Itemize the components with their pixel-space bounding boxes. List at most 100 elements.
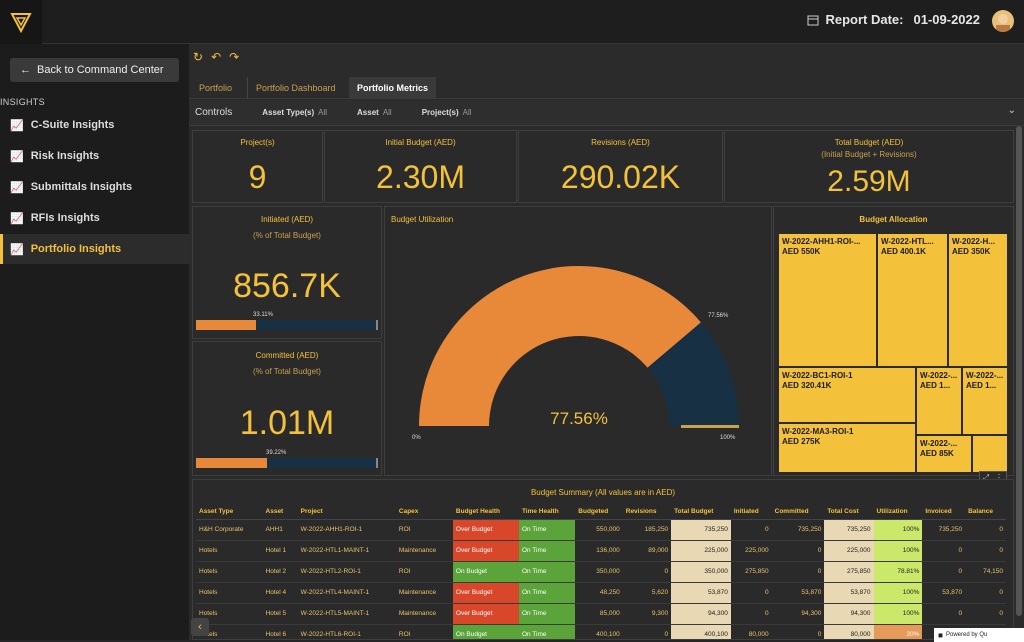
table-cell: W-2022-AHH1-ROI-1 bbox=[297, 519, 396, 541]
table-row[interactable]: H&H Corporate AHH1 W-2022-AHH1-ROI-1 ROI Ove… bbox=[196, 519, 1006, 541]
chevron-down-icon[interactable]: ⌄ bbox=[1007, 105, 1016, 116]
chart-icon: 📈 bbox=[10, 119, 24, 132]
table-cell: 0 bbox=[922, 603, 966, 625]
tab-portfolio[interactable]: Portfolio bbox=[199, 83, 233, 93]
column-header[interactable]: Invoiced bbox=[922, 505, 966, 520]
table-cell: 400,100 bbox=[575, 624, 623, 639]
table-cell: Hotels bbox=[196, 582, 263, 604]
treemap-tile[interactable]: W-2022-... AED 1... bbox=[916, 367, 962, 435]
filter-projects[interactable]: Project(s) All bbox=[422, 108, 472, 117]
treemap-tile[interactable]: W-2022-... AED 1... bbox=[962, 367, 1008, 435]
chevron-left-icon[interactable]: ‹ bbox=[191, 618, 209, 636]
table-cell: 225,000 bbox=[671, 540, 731, 562]
app-logo[interactable] bbox=[0, 0, 42, 44]
treemap-tile[interactable]: W-2022-MA3-ROI-1 AED 275K bbox=[778, 423, 916, 473]
filter-asset-type[interactable]: Asset Type(s) All bbox=[262, 108, 327, 117]
scrollbar[interactable] bbox=[1016, 126, 1022, 616]
avatar[interactable] bbox=[992, 10, 1014, 32]
table-cell: On Time bbox=[518, 540, 576, 562]
column-header[interactable]: Asset bbox=[262, 505, 298, 520]
table-cell: 275,850 bbox=[730, 561, 772, 583]
table-cell: 350,000 bbox=[575, 561, 623, 583]
more-options-icon[interactable]: ⋮ bbox=[995, 473, 1003, 482]
table-cell: 100% bbox=[873, 603, 923, 625]
kpi-title: Committed (AED) bbox=[255, 351, 319, 360]
table-cell: On Budget bbox=[452, 561, 519, 583]
table-cell: 89,000 bbox=[622, 540, 672, 562]
expand-icon[interactable]: ⤢ bbox=[982, 473, 989, 482]
table-cell: 100% bbox=[873, 540, 923, 562]
filter-asset[interactable]: Asset All bbox=[357, 108, 392, 117]
sidebar-item-submittals[interactable]: 📈 Submittals Insights bbox=[0, 172, 189, 202]
undo-icon[interactable]: ↶ bbox=[211, 50, 222, 64]
column-header[interactable]: Total Budget bbox=[671, 505, 731, 520]
tile-amount: AED 550K bbox=[782, 246, 821, 256]
column-header[interactable]: Total Cost bbox=[824, 505, 874, 520]
treemap-tile[interactable]: W-2022-BC1-ROI-1 AED 320.41K bbox=[778, 367, 916, 423]
column-header[interactable]: Time Health bbox=[518, 505, 576, 520]
table-row[interactable]: Hotels Hotel 5 W-2022-HTL5-MAINT-1 Maintena… bbox=[196, 603, 1006, 625]
kpi-initiated: Initiated (AED) (% of Total Budget) 856.… bbox=[192, 206, 382, 339]
budget-summary-table: Asset Type Asset Project Capex Budget Health… bbox=[196, 505, 1006, 639]
tile-amount: AED 350K bbox=[952, 246, 991, 256]
column-header[interactable]: Committed bbox=[771, 505, 825, 520]
table-cell: 53,870 bbox=[922, 582, 966, 604]
table-cell: 78.81% bbox=[873, 561, 923, 583]
filter-name: Asset bbox=[357, 108, 379, 117]
panel-title: Budget Utilization bbox=[391, 215, 454, 224]
sidebar-item-csuite[interactable]: 📈 C-Suite Insights bbox=[0, 110, 189, 140]
tile-name: W-2022-... bbox=[920, 439, 958, 448]
table-cell: 85,000 bbox=[575, 603, 623, 625]
kpi-value: 856.7K bbox=[233, 267, 341, 305]
table-cell: 9,300 bbox=[622, 603, 672, 625]
kpi-percent-label: 39.22% bbox=[266, 450, 287, 456]
redo-icon[interactable]: ↷ bbox=[229, 50, 240, 64]
gauge-min-label: 0% bbox=[412, 435, 421, 441]
column-header[interactable]: Asset Type bbox=[196, 505, 263, 520]
gauge-value bbox=[419, 266, 701, 426]
calendar-icon bbox=[807, 15, 819, 25]
column-header[interactable]: Balance bbox=[965, 505, 1006, 520]
table-cell: 74,150 bbox=[965, 561, 1006, 583]
table-cell: On Time bbox=[518, 603, 576, 625]
utilization-gauge bbox=[419, 266, 739, 428]
powered-by-badge[interactable]: ◼ Powered by Qu bbox=[934, 628, 1024, 642]
table-row[interactable]: Hotels Hotel 4 W-2022-HTL4-MAINT-1 Maintena… bbox=[196, 582, 1006, 604]
table-row[interactable]: Hotels Hotel 1 W-2022-HTL1-MAINT-1 Maintena… bbox=[196, 540, 1006, 562]
tab-portfolio-metrics[interactable]: Portfolio Metrics bbox=[349, 77, 437, 99]
filter-value: All bbox=[382, 108, 392, 117]
sidebar-item-portfolio[interactable]: 📈 Portfolio Insights bbox=[0, 234, 189, 264]
table-cell: Hotels bbox=[196, 561, 263, 583]
refresh-icon[interactable]: ↻ bbox=[193, 50, 204, 64]
table-cell: 0 bbox=[965, 582, 1006, 604]
back-to-command-center-button[interactable]: ← Back to Command Center bbox=[10, 58, 179, 82]
column-header[interactable]: Project bbox=[297, 505, 396, 520]
treemap-tile[interactable]: W-2022-AHH1-ROI-... AED 550K bbox=[778, 233, 877, 367]
column-header[interactable]: Initiated bbox=[730, 505, 772, 520]
progress-fill bbox=[196, 458, 267, 468]
progress-fill bbox=[196, 320, 256, 330]
table-cell: On Time bbox=[518, 519, 576, 541]
report-date-label: Report Date: bbox=[825, 12, 904, 27]
treemap-tile[interactable]: W-2022-HTL... AED 400.1K bbox=[877, 233, 948, 367]
tab-portfolio-dashboard[interactable]: Portfolio Dashboard bbox=[247, 77, 344, 99]
sidebar-item-rfis[interactable]: 📈 RFIs Insights bbox=[0, 203, 189, 233]
treemap-tile[interactable] bbox=[972, 435, 1008, 473]
table-cell: 550,000 bbox=[575, 519, 623, 541]
treemap-tile[interactable]: W-2022-H... AED 350K bbox=[948, 233, 1008, 367]
sidebar-item-risk[interactable]: 📈 Risk Insights bbox=[0, 141, 189, 171]
table-cell: 100% bbox=[873, 582, 923, 604]
column-header[interactable]: Budgeted bbox=[575, 505, 623, 520]
kpi-value: 9 bbox=[248, 159, 267, 195]
column-header[interactable]: Capex bbox=[395, 505, 453, 520]
tile-amount: AED 275K bbox=[782, 436, 821, 446]
gauge-remaining bbox=[647, 322, 739, 426]
table-row[interactable]: Hotels Hotel 2 W-2022-HTL2-ROI-1 ROI On Budg… bbox=[196, 561, 1006, 583]
kpi-subtitle: (% of Total Budget) bbox=[253, 367, 321, 376]
column-header[interactable]: Utilization bbox=[873, 505, 923, 520]
table-cell: 275,850 bbox=[824, 561, 874, 583]
treemap-tile[interactable]: W-2022-... AED 85K bbox=[916, 435, 972, 473]
column-header[interactable]: Budget Health bbox=[452, 505, 519, 520]
column-header[interactable]: Revisions bbox=[622, 505, 672, 520]
